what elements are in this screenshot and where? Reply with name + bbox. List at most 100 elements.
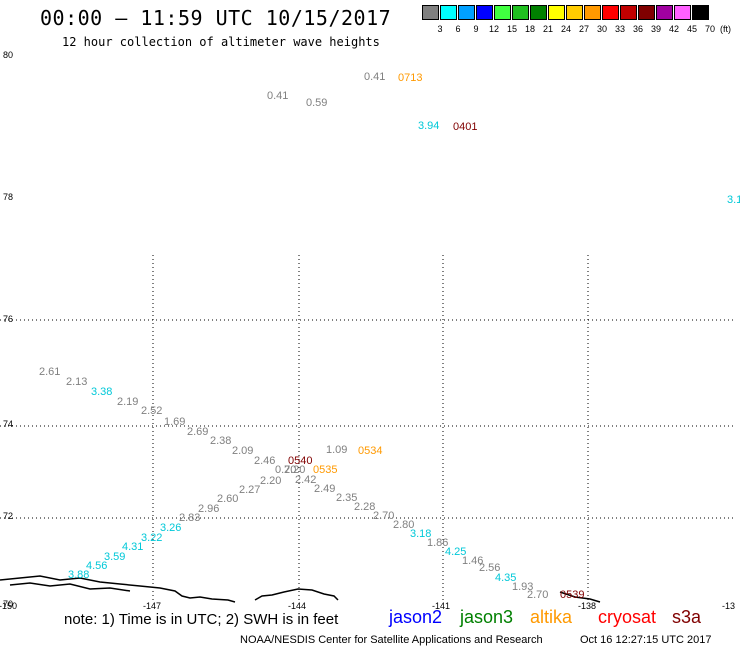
legend-label: 9 (473, 24, 479, 34)
satellite-name: jason2 (389, 607, 443, 627)
swh-value-label: 0.59 (306, 97, 327, 109)
swh-value-label: 2.52 (141, 405, 162, 417)
lat-tick-label: 78 (3, 192, 13, 202)
coastline-segment (559, 591, 601, 603)
swh-value-label: 2.69 (187, 426, 208, 438)
legend-label: 3 (437, 24, 443, 34)
legend-swatch (476, 5, 493, 20)
legend-label: 15 (506, 24, 517, 34)
legend-label: 12 (488, 24, 499, 34)
swh-value-label: 2.35 (336, 492, 357, 504)
swh-value-label: 1.46 (462, 555, 483, 567)
legend-unit: (ft) (720, 24, 731, 34)
lat-tick-label: 72 (3, 511, 13, 521)
swh-value-label: 4.56 (86, 560, 107, 572)
swh-value-label: 1.69 (164, 416, 185, 428)
legend-label: 21 (542, 24, 553, 34)
swh-value-label: 2.83 (179, 512, 200, 524)
graticule (0, 255, 735, 600)
swh-value-label: 2.49 (314, 483, 335, 495)
swh-value-label: 4.25 (445, 546, 466, 558)
page-title: 00:00 – 11:59 UTC 10/15/2017 (40, 6, 392, 30)
swh-value-label: 2.56 (479, 562, 500, 574)
swh-value-label: 2.27 (239, 484, 260, 496)
legend-label: 6 (455, 24, 461, 34)
legend-label: 33 (614, 24, 625, 34)
swh-value-label: 1.86 (427, 537, 448, 549)
coastline-segment (0, 575, 236, 603)
pass-time-label: 0539 (560, 589, 584, 601)
footer-note: note: 1) Time is in UTC; 2) SWH is in fe… (64, 611, 339, 628)
satellite-name: s3a (672, 607, 702, 627)
legend-swatch (584, 5, 601, 20)
legend-swatch (602, 5, 619, 20)
pass-time-label: 0540 (288, 455, 312, 467)
swh-value-label: 1.09 (326, 444, 347, 456)
legend-swatch (620, 5, 637, 20)
swh-value-label: 2.19 (117, 396, 138, 408)
legend-swatch (674, 5, 691, 20)
legend-label: 24 (560, 24, 571, 34)
swh-value-label: 2.13 (66, 376, 87, 388)
legend-swatch (656, 5, 673, 20)
swh-value-label: 1.93 (512, 581, 533, 593)
swh-value-label: 4.35 (495, 572, 516, 584)
legend-swatch (566, 5, 583, 20)
legend-label: 42 (668, 24, 679, 34)
lat-tick-label: 74 (3, 419, 13, 429)
legend-swatch (548, 5, 565, 20)
lon-tick-label: -13 (722, 601, 735, 611)
swh-value-label: 3.1 (727, 194, 740, 206)
satellite-name: altika (530, 607, 573, 627)
legend-label: 39 (650, 24, 661, 34)
lon-tick-label: -144 (288, 601, 306, 611)
legend-label: 30 (596, 24, 607, 34)
lon-tick-label: -138 (578, 601, 596, 611)
legend-swatch (512, 5, 529, 20)
swh-value-label: 2.96 (198, 503, 219, 515)
lat-tick-label: 70 (3, 599, 13, 609)
swh-value-label: 3.26 (160, 522, 181, 534)
lon-tick-label: -147 (143, 601, 161, 611)
footer-timestamp: Oct 16 12:27:15 UTC 2017 (580, 634, 712, 646)
legend-label: 45 (686, 24, 697, 34)
swh-value-label: 2.28 (354, 501, 375, 513)
legend-swatch (458, 5, 475, 20)
page-subtitle: 12 hour collection of altimeter wave hei… (62, 35, 380, 49)
coastline-segment (9, 582, 131, 592)
swh-value-label: 3.38 (91, 386, 112, 398)
swh-value-label: 0.70 (275, 464, 296, 476)
lon-tick-label: -150 (0, 601, 17, 611)
swh-value-label: 2.70 (527, 589, 548, 601)
legend-swatch (692, 5, 709, 20)
coastline (0, 575, 601, 603)
swh-value-label: 3.94 (418, 120, 439, 132)
legend-swatch (422, 5, 439, 20)
swh-value-label: 2.38 (210, 435, 231, 447)
lat-tick-label: 76 (3, 314, 13, 324)
swh-value-label: 3.22 (141, 532, 162, 544)
pass-time-label: 0713 (398, 72, 422, 84)
swh-value-label: 2.42 (295, 474, 316, 486)
swh-value-label: 2.61 (39, 366, 60, 378)
legend-swatch (440, 5, 457, 20)
swh-value-label: 0.41 (267, 90, 288, 102)
lat-tick-label: 80 (3, 50, 13, 60)
pass-time-label: 0535 (313, 464, 337, 476)
legend-label: 18 (524, 24, 535, 34)
swh-value-label: 2.46 (254, 455, 275, 467)
swh-value-label: 2.60 (217, 493, 238, 505)
swh-value-label: 2.20 (260, 475, 281, 487)
swh-value-label: 3.18 (410, 528, 431, 540)
pass-time-label: 0534 (358, 445, 382, 457)
legend-label: 70 (704, 24, 715, 34)
legend-swatch (638, 5, 655, 20)
swh-value-label: 4.31 (122, 541, 143, 553)
swh-value-label: 2.20 (284, 464, 305, 476)
swh-value-label: 3.88 (68, 569, 89, 581)
legend-label: 36 (632, 24, 643, 34)
swh-value-label: 2.80 (393, 519, 414, 531)
swh-value-label: 2.09 (232, 445, 253, 457)
pass-time-label: 0401 (453, 121, 477, 133)
